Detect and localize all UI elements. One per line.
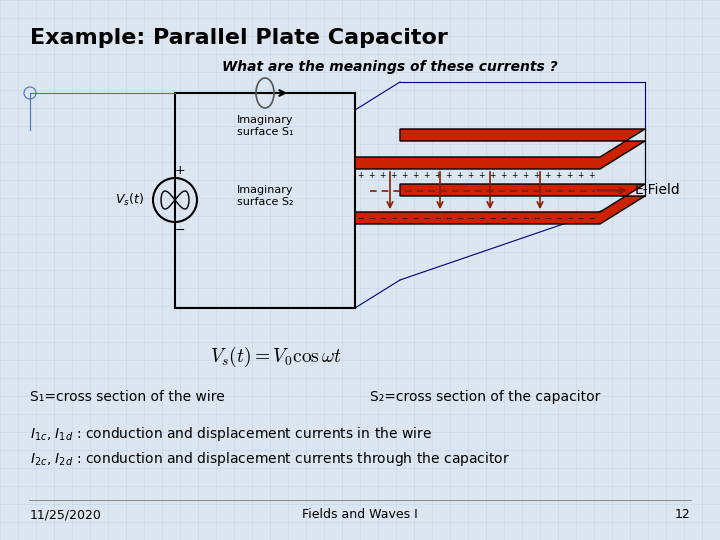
Text: −: − bbox=[390, 214, 396, 223]
Text: −: − bbox=[588, 214, 594, 223]
Text: Fields and Waves I: Fields and Waves I bbox=[302, 508, 418, 521]
Text: −: − bbox=[456, 214, 462, 223]
Text: −: − bbox=[510, 214, 517, 223]
Text: −: − bbox=[434, 214, 440, 223]
Text: +: + bbox=[390, 171, 396, 180]
Text: Imaginary
surface S₁: Imaginary surface S₁ bbox=[237, 115, 293, 137]
Text: +: + bbox=[478, 171, 484, 180]
Text: 12: 12 bbox=[674, 508, 690, 521]
Text: +: + bbox=[522, 171, 528, 180]
Text: −: − bbox=[357, 214, 363, 223]
Text: Example: Parallel Plate Capacitor: Example: Parallel Plate Capacitor bbox=[30, 28, 448, 48]
Text: +: + bbox=[445, 171, 451, 180]
Text: +: + bbox=[510, 171, 517, 180]
Text: −: − bbox=[489, 214, 495, 223]
Text: −: − bbox=[522, 214, 528, 223]
Polygon shape bbox=[355, 129, 645, 169]
Text: +: + bbox=[412, 171, 418, 180]
Text: −: − bbox=[423, 214, 429, 223]
Text: +: + bbox=[379, 171, 385, 180]
Text: $V_s(t) = V_0\cos\omega t$: $V_s(t) = V_0\cos\omega t$ bbox=[210, 345, 342, 369]
Polygon shape bbox=[355, 184, 645, 224]
Text: −: − bbox=[478, 214, 484, 223]
Text: E-Field: E-Field bbox=[635, 184, 680, 198]
Text: +: + bbox=[533, 171, 539, 180]
Text: +: + bbox=[555, 171, 561, 180]
Text: −: − bbox=[577, 214, 583, 223]
Text: −: − bbox=[566, 214, 572, 223]
Text: What are the meanings of these currents ?: What are the meanings of these currents … bbox=[222, 60, 558, 74]
Text: −: − bbox=[445, 214, 451, 223]
Text: −: − bbox=[379, 214, 385, 223]
Text: $I_{2c}$, $I_{2d}$ : conduction and displacement currents through the capacitor: $I_{2c}$, $I_{2d}$ : conduction and disp… bbox=[30, 450, 510, 468]
Text: +: + bbox=[368, 171, 374, 180]
Text: +: + bbox=[357, 171, 363, 180]
Text: 11/25/2020: 11/25/2020 bbox=[30, 508, 102, 521]
Text: −: − bbox=[401, 214, 408, 223]
Text: −: − bbox=[467, 214, 473, 223]
Text: $V_s(t)$: $V_s(t)$ bbox=[115, 192, 144, 208]
Text: +: + bbox=[423, 171, 429, 180]
Text: +: + bbox=[434, 171, 440, 180]
Text: +: + bbox=[577, 171, 583, 180]
Text: +: + bbox=[588, 171, 594, 180]
Text: −: − bbox=[500, 214, 506, 223]
Text: −: − bbox=[412, 214, 418, 223]
Text: +: + bbox=[467, 171, 473, 180]
Text: +: + bbox=[175, 164, 185, 177]
Text: +: + bbox=[544, 171, 550, 180]
Text: S₂=cross section of the capacitor: S₂=cross section of the capacitor bbox=[370, 390, 600, 404]
Text: +: + bbox=[456, 171, 462, 180]
Text: +: + bbox=[566, 171, 572, 180]
Text: $I_{1c}$, $I_{1d}$ : conduction and displacement currents in the wire: $I_{1c}$, $I_{1d}$ : conduction and disp… bbox=[30, 425, 432, 443]
Text: Imaginary
surface S₂: Imaginary surface S₂ bbox=[237, 185, 293, 207]
Text: +: + bbox=[401, 171, 408, 180]
Text: −: − bbox=[533, 214, 539, 223]
Text: −: − bbox=[555, 214, 561, 223]
Text: −: − bbox=[544, 214, 550, 223]
Text: −: − bbox=[368, 214, 374, 223]
Text: S₁=cross section of the wire: S₁=cross section of the wire bbox=[30, 390, 225, 404]
Text: +: + bbox=[500, 171, 506, 180]
Text: −: − bbox=[175, 224, 185, 237]
Text: +: + bbox=[489, 171, 495, 180]
